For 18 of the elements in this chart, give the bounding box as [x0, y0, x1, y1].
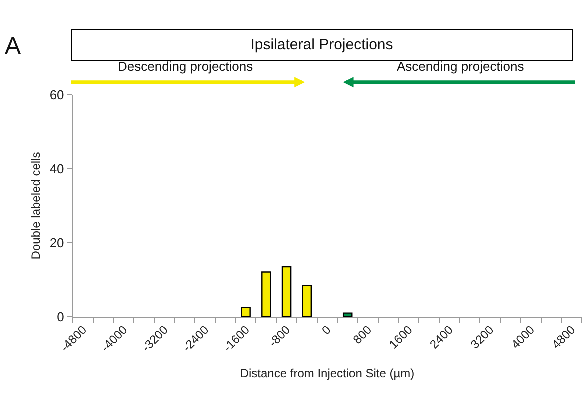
y-axis-title: Double labeled cells — [29, 152, 44, 260]
x-tick-label: -800 — [266, 322, 294, 350]
y-tick-label: 0 — [57, 310, 64, 325]
y-tick-label: 20 — [50, 236, 64, 251]
bar — [282, 266, 292, 317]
chart-title: Ipsilateral Projections — [250, 36, 394, 54]
y-tick-label: 60 — [50, 88, 64, 103]
bar — [342, 312, 353, 317]
text: Ascending projections — [397, 59, 525, 74]
bar — [241, 307, 251, 317]
text: A — [5, 33, 22, 60]
y-tick-label: 40 — [50, 162, 64, 177]
x-tick-label: 800 — [350, 322, 375, 348]
x-axis-title: Distance from Injection Site (µm) — [240, 366, 415, 380]
bar — [262, 272, 272, 317]
bar — [302, 284, 312, 317]
x-tick-label: 0 — [319, 322, 334, 338]
text: Descending projections — [118, 59, 254, 74]
